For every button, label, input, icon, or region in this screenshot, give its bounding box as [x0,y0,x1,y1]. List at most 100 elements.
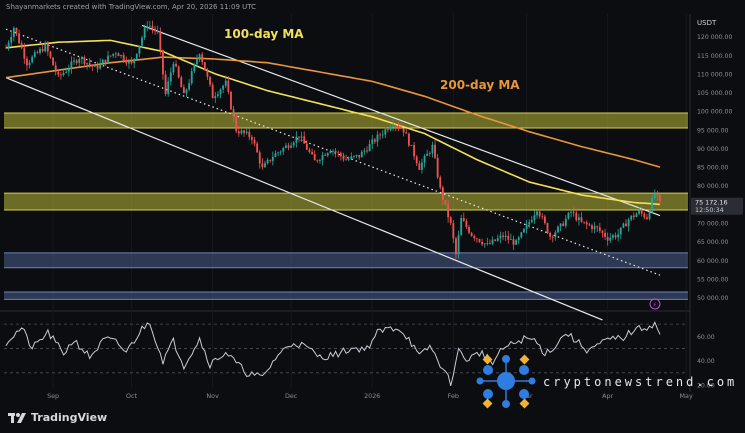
candle-body [622,223,625,228]
candle-body [198,54,201,60]
candle-body [258,152,261,164]
price-tick-label: 65 000.00 [697,239,729,246]
alert-marker-glyph: ⚡ [653,302,657,309]
candle-body [316,160,319,162]
candle-body [638,210,640,214]
rsi-tick-label: 60.00 [697,334,715,341]
candle-body [554,232,557,238]
candle-body [41,48,44,52]
candle-body [203,62,206,71]
candle-body [114,53,117,55]
price-badge-countdown: 12:50:34 [695,206,724,214]
candle-body [88,63,91,65]
candle-body [619,227,622,235]
tradingview-logo: TradingView [8,411,107,424]
time-tick-label: Feb [448,392,459,400]
candle-body [421,162,423,170]
candle-body [292,142,295,146]
candle-body [457,235,460,255]
candle-body [381,134,384,136]
candle-body [486,243,489,244]
candle-body [295,136,298,143]
candle-body [125,60,128,64]
candle-body [282,147,285,152]
candle-body [515,240,518,245]
candle-body [559,223,562,227]
candle-body [175,63,177,67]
candle-body [154,28,157,32]
candle-body [557,226,559,233]
candle-body [601,230,604,233]
candle-body [350,156,353,159]
price-badge [691,197,743,215]
ma100-line [5,39,661,206]
candle-body [528,222,531,225]
candle-body [659,195,661,201]
candle-body [277,152,279,154]
candle-body [243,130,245,133]
candle-body [368,143,371,152]
candle-body [643,213,646,218]
candle-body [143,27,146,38]
candle-body [562,223,565,226]
candle-body [141,37,143,46]
candle-body [407,133,410,146]
candle-body [151,25,154,29]
candle-body [214,96,217,99]
candle-body [135,53,138,59]
candle-body [31,56,34,63]
candle-body [190,71,193,84]
candle-body [475,238,478,240]
candle-body [373,139,376,142]
candle-body [575,212,578,221]
candle-body [460,218,463,236]
channel-upper [141,24,661,217]
candle-body [402,128,405,133]
candle-body [342,156,345,160]
candle-body [431,144,434,154]
candle-body [266,159,269,164]
candle-body [117,53,120,57]
candle-body [104,59,107,63]
candle-body [261,163,264,168]
candle-body [570,211,572,213]
candle-body [648,212,651,220]
candle-body [564,218,567,226]
candle-body [441,187,444,200]
candle-body [298,136,300,138]
candle-body [162,50,164,75]
candle-body [39,48,41,53]
candle-body [83,57,86,65]
candle-body [632,215,635,217]
candle-body [274,153,277,157]
candle-body [625,223,627,227]
candle-body [120,55,123,57]
candle-body [580,217,583,222]
candle-body [107,55,109,63]
candle-body [245,131,248,133]
time-tick-label: Oct [126,392,138,400]
candle-body [5,47,7,49]
candle-body [512,239,515,245]
currency-label: USDT [697,19,717,27]
rsi-tick-label: 40.00 [697,358,715,365]
candle-body [499,235,502,239]
rsi-tick-label: 20.00 [697,383,715,390]
candle-body [237,131,240,134]
candle-body [473,235,476,239]
candle-body [358,154,361,158]
candle-body [609,237,612,241]
candle-body [379,134,382,136]
candle-body [520,232,523,238]
candle-body [332,150,334,152]
candle-body [65,71,68,73]
candle-body [591,225,593,230]
price-tick-label: 60 000.00 [697,258,729,265]
candle-body [7,42,10,48]
candle-body [549,232,552,237]
candle-body [546,223,549,233]
candle-body [18,33,20,44]
candle-body [52,57,55,66]
support-zone-lower [4,291,688,300]
